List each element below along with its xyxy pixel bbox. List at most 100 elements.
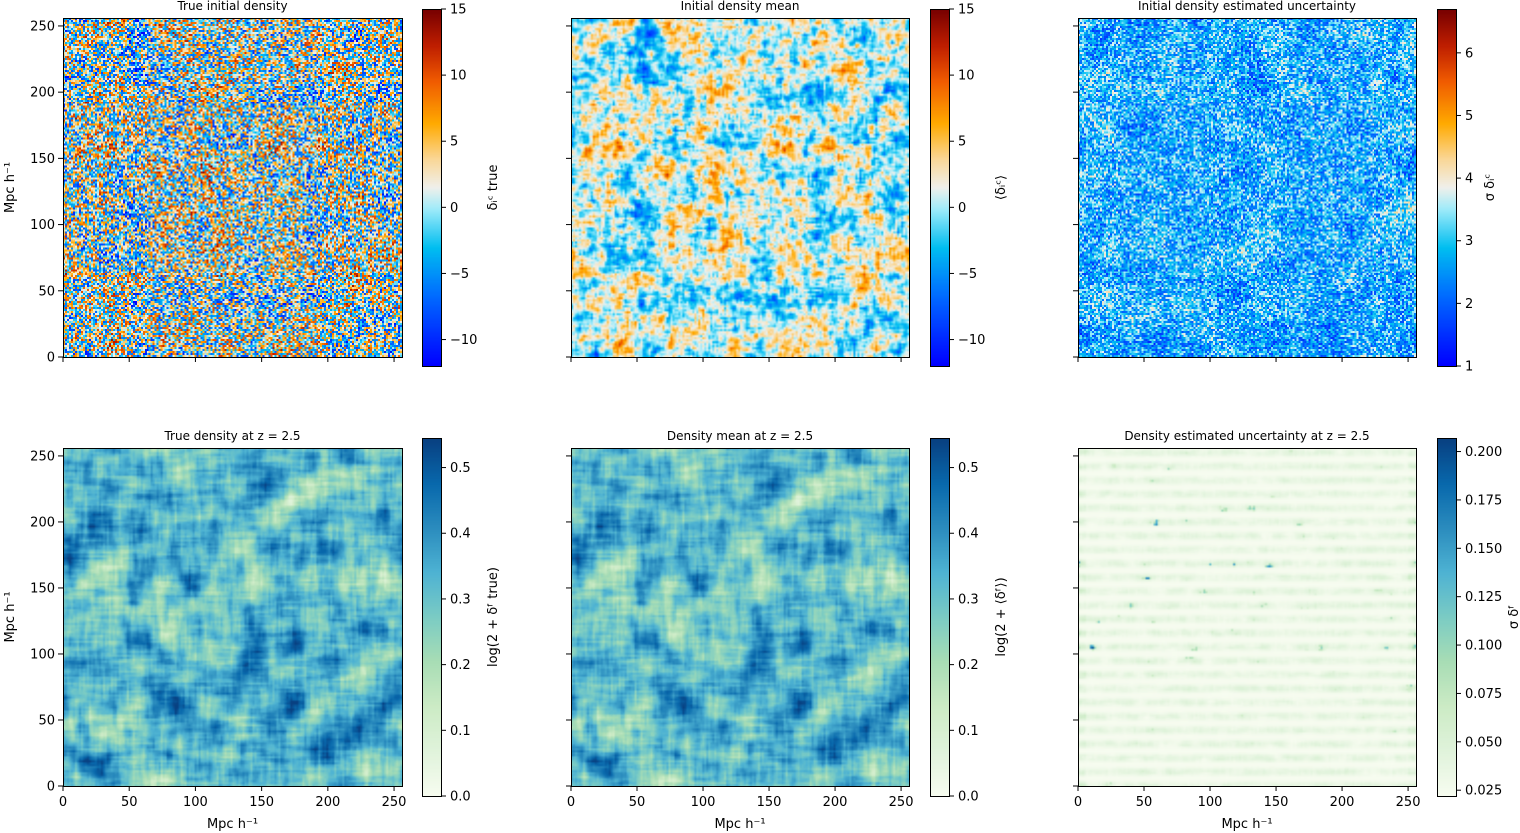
y-tick-label: 100: [30, 647, 55, 662]
heatmap-image: [63, 448, 402, 786]
colorbar-frame: [1437, 438, 1457, 797]
colorbar-tick-label: 0.0: [450, 790, 471, 805]
colorbar-frame: [1437, 9, 1457, 367]
axes-frame: [63, 448, 403, 787]
axes-title: Density estimated uncertainty at z = 2.5: [1124, 429, 1369, 443]
colorbar-tick-label: 5: [1465, 109, 1473, 124]
x-axis-label: Mpc h⁻¹: [207, 817, 258, 832]
subplot-6: Density estimated uncertainty at z = 2.5…: [1073, 429, 1520, 832]
x-tick-label: 100: [183, 795, 208, 810]
y-tick-label: 200: [30, 515, 55, 530]
colorbar-gradient: [422, 438, 441, 796]
x-tick-label: 250: [889, 795, 914, 810]
subplot-4: True density at z = 2.5 0 50 100 150 200 250 0 5…: [3, 429, 501, 832]
colorbar-tick-label: 0.2: [450, 658, 471, 673]
colorbar-gradient: [930, 9, 949, 366]
colorbar-tick-label: 0.175: [1465, 493, 1502, 508]
colorbar-label: ⟨δᵢᶜ⟩: [994, 175, 1009, 200]
colorbar-tick-label: 0.150: [1465, 542, 1502, 557]
colorbar-tick-label: 0.200: [1465, 445, 1502, 460]
colorbar-tick-label: 0.5: [450, 461, 471, 476]
y-tick-label: 50: [38, 284, 55, 299]
x-tick-label: 100: [1198, 795, 1223, 810]
colorbar-tick-label: 2: [1465, 297, 1473, 312]
x-tick-label: 0: [567, 795, 575, 810]
colorbar-frame: [930, 438, 950, 797]
y-tick-label: 200: [30, 86, 55, 101]
y-axis-label: Mpc h⁻¹: [3, 162, 18, 213]
y-tick-label: 150: [30, 581, 55, 596]
colorbar-gradient: [1437, 9, 1456, 366]
colorbar-tick-label: 0.125: [1465, 590, 1502, 605]
colorbar-tick-label: 0.3: [450, 592, 471, 607]
x-tick-label: 0: [1074, 795, 1082, 810]
x-tick-label: 200: [1330, 795, 1355, 810]
axes-frame: [1078, 448, 1417, 787]
colorbar-tick-label: 3: [1465, 234, 1473, 249]
x-tick-label: 50: [121, 795, 138, 810]
colorbar-gradient: [422, 9, 441, 366]
x-tick-label: 150: [757, 795, 782, 810]
colorbar-tick-label: 0.100: [1465, 639, 1502, 654]
colorbar-label: σ δᶠ: [1507, 605, 1520, 629]
colorbar-tick-label: −5: [958, 267, 977, 282]
colorbar-tick-label: 0.025: [1465, 784, 1502, 799]
axes-frame: [63, 18, 403, 358]
colorbar-tick-label: 5: [958, 135, 966, 150]
colorbar-tick-label: 0.3: [958, 592, 979, 607]
heatmap-image: [1078, 18, 1416, 357]
colorbar-tick-label: 0.0: [958, 790, 979, 805]
x-tick-label: 100: [691, 795, 716, 810]
subplot-3: Initial density estimated uncertainty 1 2 3…: [1073, 0, 1498, 375]
colorbar-tick-label: 0.1: [450, 724, 471, 739]
x-tick-label: 50: [1136, 795, 1153, 810]
heatmap-image: [63, 18, 402, 357]
colorbar-tick-label: 0.1: [958, 724, 979, 739]
colorbar-tick-label: 0.5: [958, 461, 979, 476]
axes-title: Initial density estimated uncertainty: [1138, 0, 1356, 13]
axes-frame: [571, 18, 910, 358]
axes-title: True density at z = 2.5: [163, 429, 300, 443]
x-tick-label: 150: [1264, 795, 1289, 810]
x-tick-label: 150: [249, 795, 274, 810]
heatmap-image: [571, 18, 909, 357]
y-tick-label: 50: [38, 713, 55, 728]
colorbar-tick-label: 1: [1465, 360, 1473, 375]
y-tick-label: 0: [47, 351, 55, 366]
x-tick-label: 250: [382, 795, 407, 810]
y-tick-label: 150: [30, 152, 55, 167]
colorbar-tick-label: 0.4: [958, 527, 979, 542]
colorbar-tick-label: 10: [958, 69, 975, 84]
colorbar-frame: [422, 438, 442, 797]
colorbar-label: σ δᵢᶜ: [1483, 174, 1498, 201]
x-tick-label: 200: [823, 795, 848, 810]
y-tick-label: 0: [47, 780, 55, 795]
y-tick-label: 250: [30, 449, 55, 464]
colorbar-tick-label: −10: [450, 333, 477, 348]
colorbar-tick-label: 0.050: [1465, 735, 1502, 750]
heatmap-image: [1078, 448, 1416, 786]
axes-title: True initial density: [176, 0, 287, 13]
colorbar-tick-label: 0: [450, 201, 458, 216]
colorbar-gradient: [930, 438, 949, 796]
colorbar-label: δᵢᶜ true: [486, 165, 501, 211]
y-axis-label: Mpc h⁻¹: [3, 591, 18, 642]
y-tick-label: 100: [30, 218, 55, 233]
colorbar-tick-label: 5: [450, 135, 458, 150]
subplot-5: Density mean at z = 2.5 0 50 100 150 200 250 Mp…: [566, 429, 1009, 832]
colorbar-tick-label: 0: [958, 201, 966, 216]
x-axis-label: Mpc h⁻¹: [1221, 817, 1272, 832]
subplot-2: Initial density mean −10 −5 0 5 10 15 ⟨δᵢᶜ⟩: [566, 0, 1009, 367]
x-axis-label: Mpc h⁻¹: [714, 817, 765, 832]
colorbar-frame: [422, 9, 442, 367]
colorbar-tick-label: 6: [1465, 46, 1473, 61]
colorbar-frame: [930, 9, 950, 367]
axes-frame: [1078, 18, 1417, 358]
colorbar-tick-label: 0.2: [958, 658, 979, 673]
axes-title: Density mean at z = 2.5: [667, 429, 813, 443]
axes-title: Initial density mean: [681, 0, 800, 13]
colorbar-tick-label: 4: [1465, 172, 1473, 187]
x-tick-label: 200: [315, 795, 340, 810]
